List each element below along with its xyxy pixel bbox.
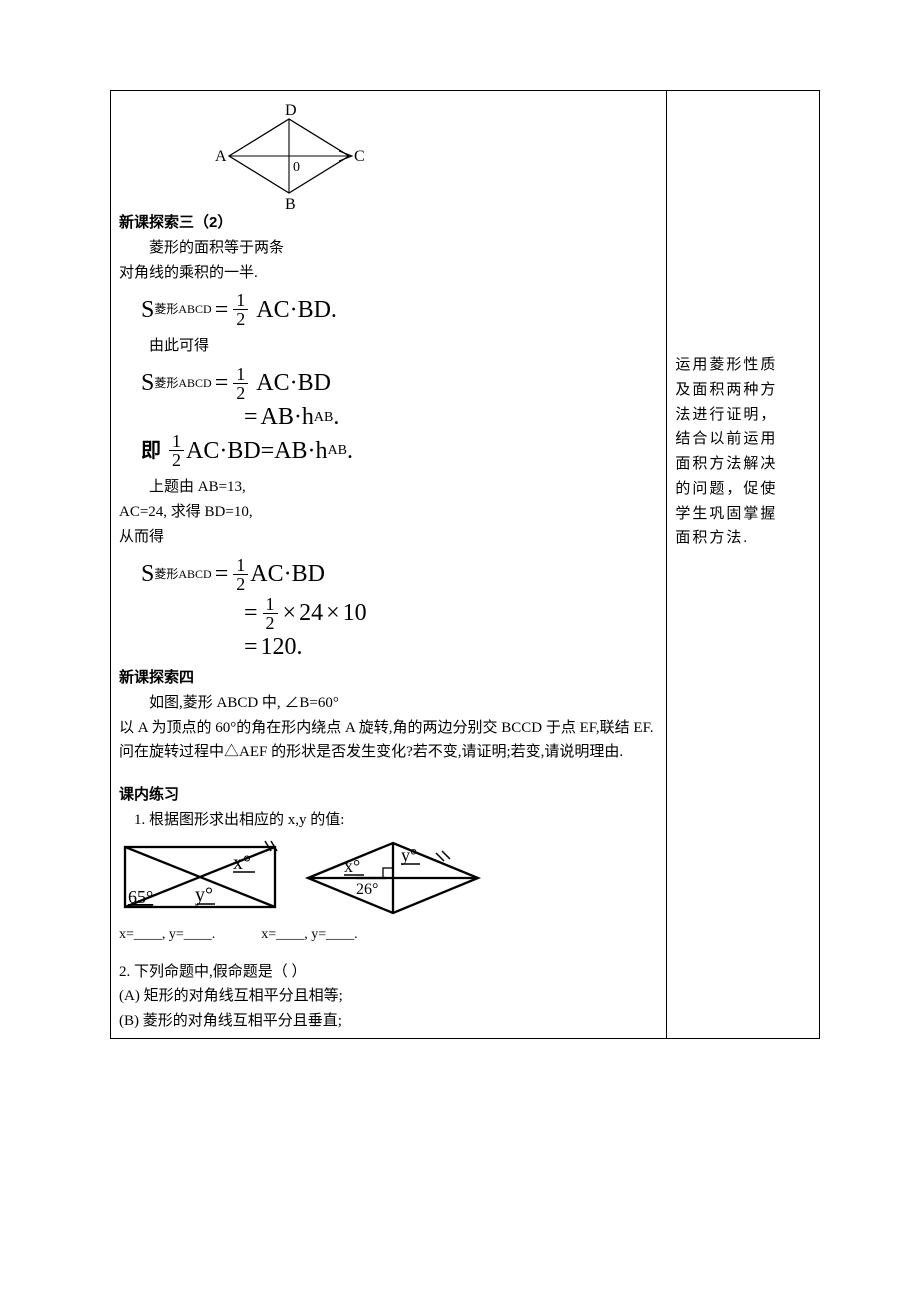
svg-text:x°: x° xyxy=(344,856,360,876)
left-column: A C D B 0 新课探索三（2） 菱形的面积等于两条 对角线的乘积的一半. … xyxy=(111,91,667,1039)
svg-text:26°: 26° xyxy=(356,881,378,898)
formula-2: S菱形ABCD= 12 AC·BD =AB·hAB. 即 12 AC·BD=AB… xyxy=(141,365,658,469)
svg-text:65°: 65° xyxy=(128,887,153,907)
note-l8: 面积方法. xyxy=(675,526,811,551)
formula-3: S菱形ABCD= 12 AC·BD = 12 ×24×10 =120. xyxy=(141,556,658,660)
layout-table: A C D B 0 新课探索三（2） 菱形的面积等于两条 对角线的乘积的一半. … xyxy=(110,90,820,1039)
q1-figures: 65° x° y° x° y° 26° xyxy=(119,839,658,917)
formula-1: S菱形ABCD= 12 AC·BD. xyxy=(141,291,658,328)
heading-exercise: 课内练习 xyxy=(119,783,658,808)
note-l1: 运用菱形性质 xyxy=(675,353,811,378)
sec4-p2: 以 A 为顶点的 60°的角在形内绕点 A 旋转,角的两边分别交 BCCD 于点… xyxy=(119,716,658,766)
svg-text:D: D xyxy=(285,102,297,119)
note-l2: 及面积两种方 xyxy=(675,378,811,403)
svg-text:x°: x° xyxy=(233,852,251,874)
line-youci: 由此可得 xyxy=(119,334,658,359)
q2-optB: (B) 菱形的对角线互相平分且垂直; xyxy=(119,1009,658,1034)
q1-blanks: x=____, y=____. x=____, y=____. xyxy=(119,923,658,946)
q1-blank-b: x=____, y=____. xyxy=(261,923,357,946)
rhombus-figure-top: A C D B 0 xyxy=(199,101,658,211)
q2-optA: (A) 矩形的对角线互相平分且相等; xyxy=(119,984,658,1009)
svg-text:A: A xyxy=(215,148,227,165)
heading-sec3-2: 新课探索三（2） xyxy=(119,211,658,236)
note-l3: 法进行证明， xyxy=(675,403,811,428)
svg-text:y°: y° xyxy=(195,884,213,906)
sec4-p1: 如图,菱形 ABCD 中, ∠B=60° xyxy=(119,691,658,716)
svg-text:0: 0 xyxy=(293,160,300,175)
q1-blank-a: x=____, y=____. xyxy=(119,923,215,946)
note-l7: 学生巩固掌握 xyxy=(675,502,811,527)
val-l3: 从而得 xyxy=(119,525,658,550)
note-l6: 的问题，促使 xyxy=(675,477,811,502)
val-l1: 上题由 AB=13, xyxy=(119,475,658,500)
right-column: 运用菱形性质 及面积两种方 法进行证明， 结合以前运用 面积方法解决 的问题，促… xyxy=(667,91,820,1039)
q1: 1. 根据图形求出相应的 x,y 的值: xyxy=(119,808,658,833)
svg-text:C: C xyxy=(354,148,365,165)
heading-sec4: 新课探索四 xyxy=(119,666,658,691)
sec3-2-p1b: 对角线的乘积的一半. xyxy=(119,261,658,286)
note-l5: 面积方法解决 xyxy=(675,452,811,477)
note-l4: 结合以前运用 xyxy=(675,427,811,452)
sec3-2-p1a: 菱形的面积等于两条 xyxy=(119,236,658,261)
svg-text:y°: y° xyxy=(401,845,417,865)
val-l2: AC=24, 求得 BD=10, xyxy=(119,500,658,525)
svg-text:B: B xyxy=(285,196,296,211)
q2: 2. 下列命题中,假命题是（ ） xyxy=(119,960,658,985)
